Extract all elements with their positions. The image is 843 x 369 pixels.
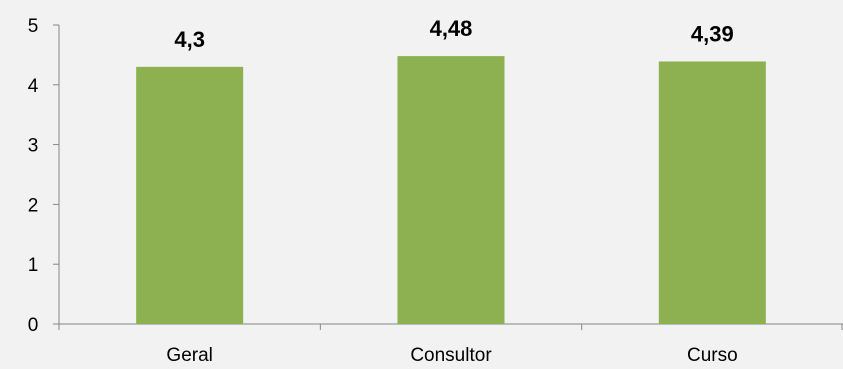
y-tick-label: 5 — [28, 16, 39, 37]
data-label: 4,39 — [691, 21, 734, 46]
y-axis: 0 1 2 3 4 5 — [28, 16, 60, 336]
y-tick-label: 1 — [28, 255, 39, 276]
x-tick-label: Curso — [687, 345, 738, 366]
y-tick-label: 2 — [28, 195, 39, 216]
data-label: 4,48 — [430, 16, 473, 41]
x-axis: Geral Consultor Curso — [58, 323, 843, 366]
y-tick-label: 0 — [28, 315, 39, 336]
bar-geral — [136, 66, 244, 325]
y-tick-label: 3 — [28, 136, 39, 157]
x-tick-label: Geral — [166, 345, 212, 366]
x-tick-label: Consultor — [410, 345, 492, 366]
bar-curso — [658, 61, 766, 325]
data-labels: 4,3 4,48 4,39 — [174, 16, 733, 52]
bar-consultor — [397, 56, 505, 324]
bars — [136, 56, 766, 325]
data-label: 4,3 — [174, 27, 205, 52]
y-tick-label: 4 — [28, 76, 39, 97]
